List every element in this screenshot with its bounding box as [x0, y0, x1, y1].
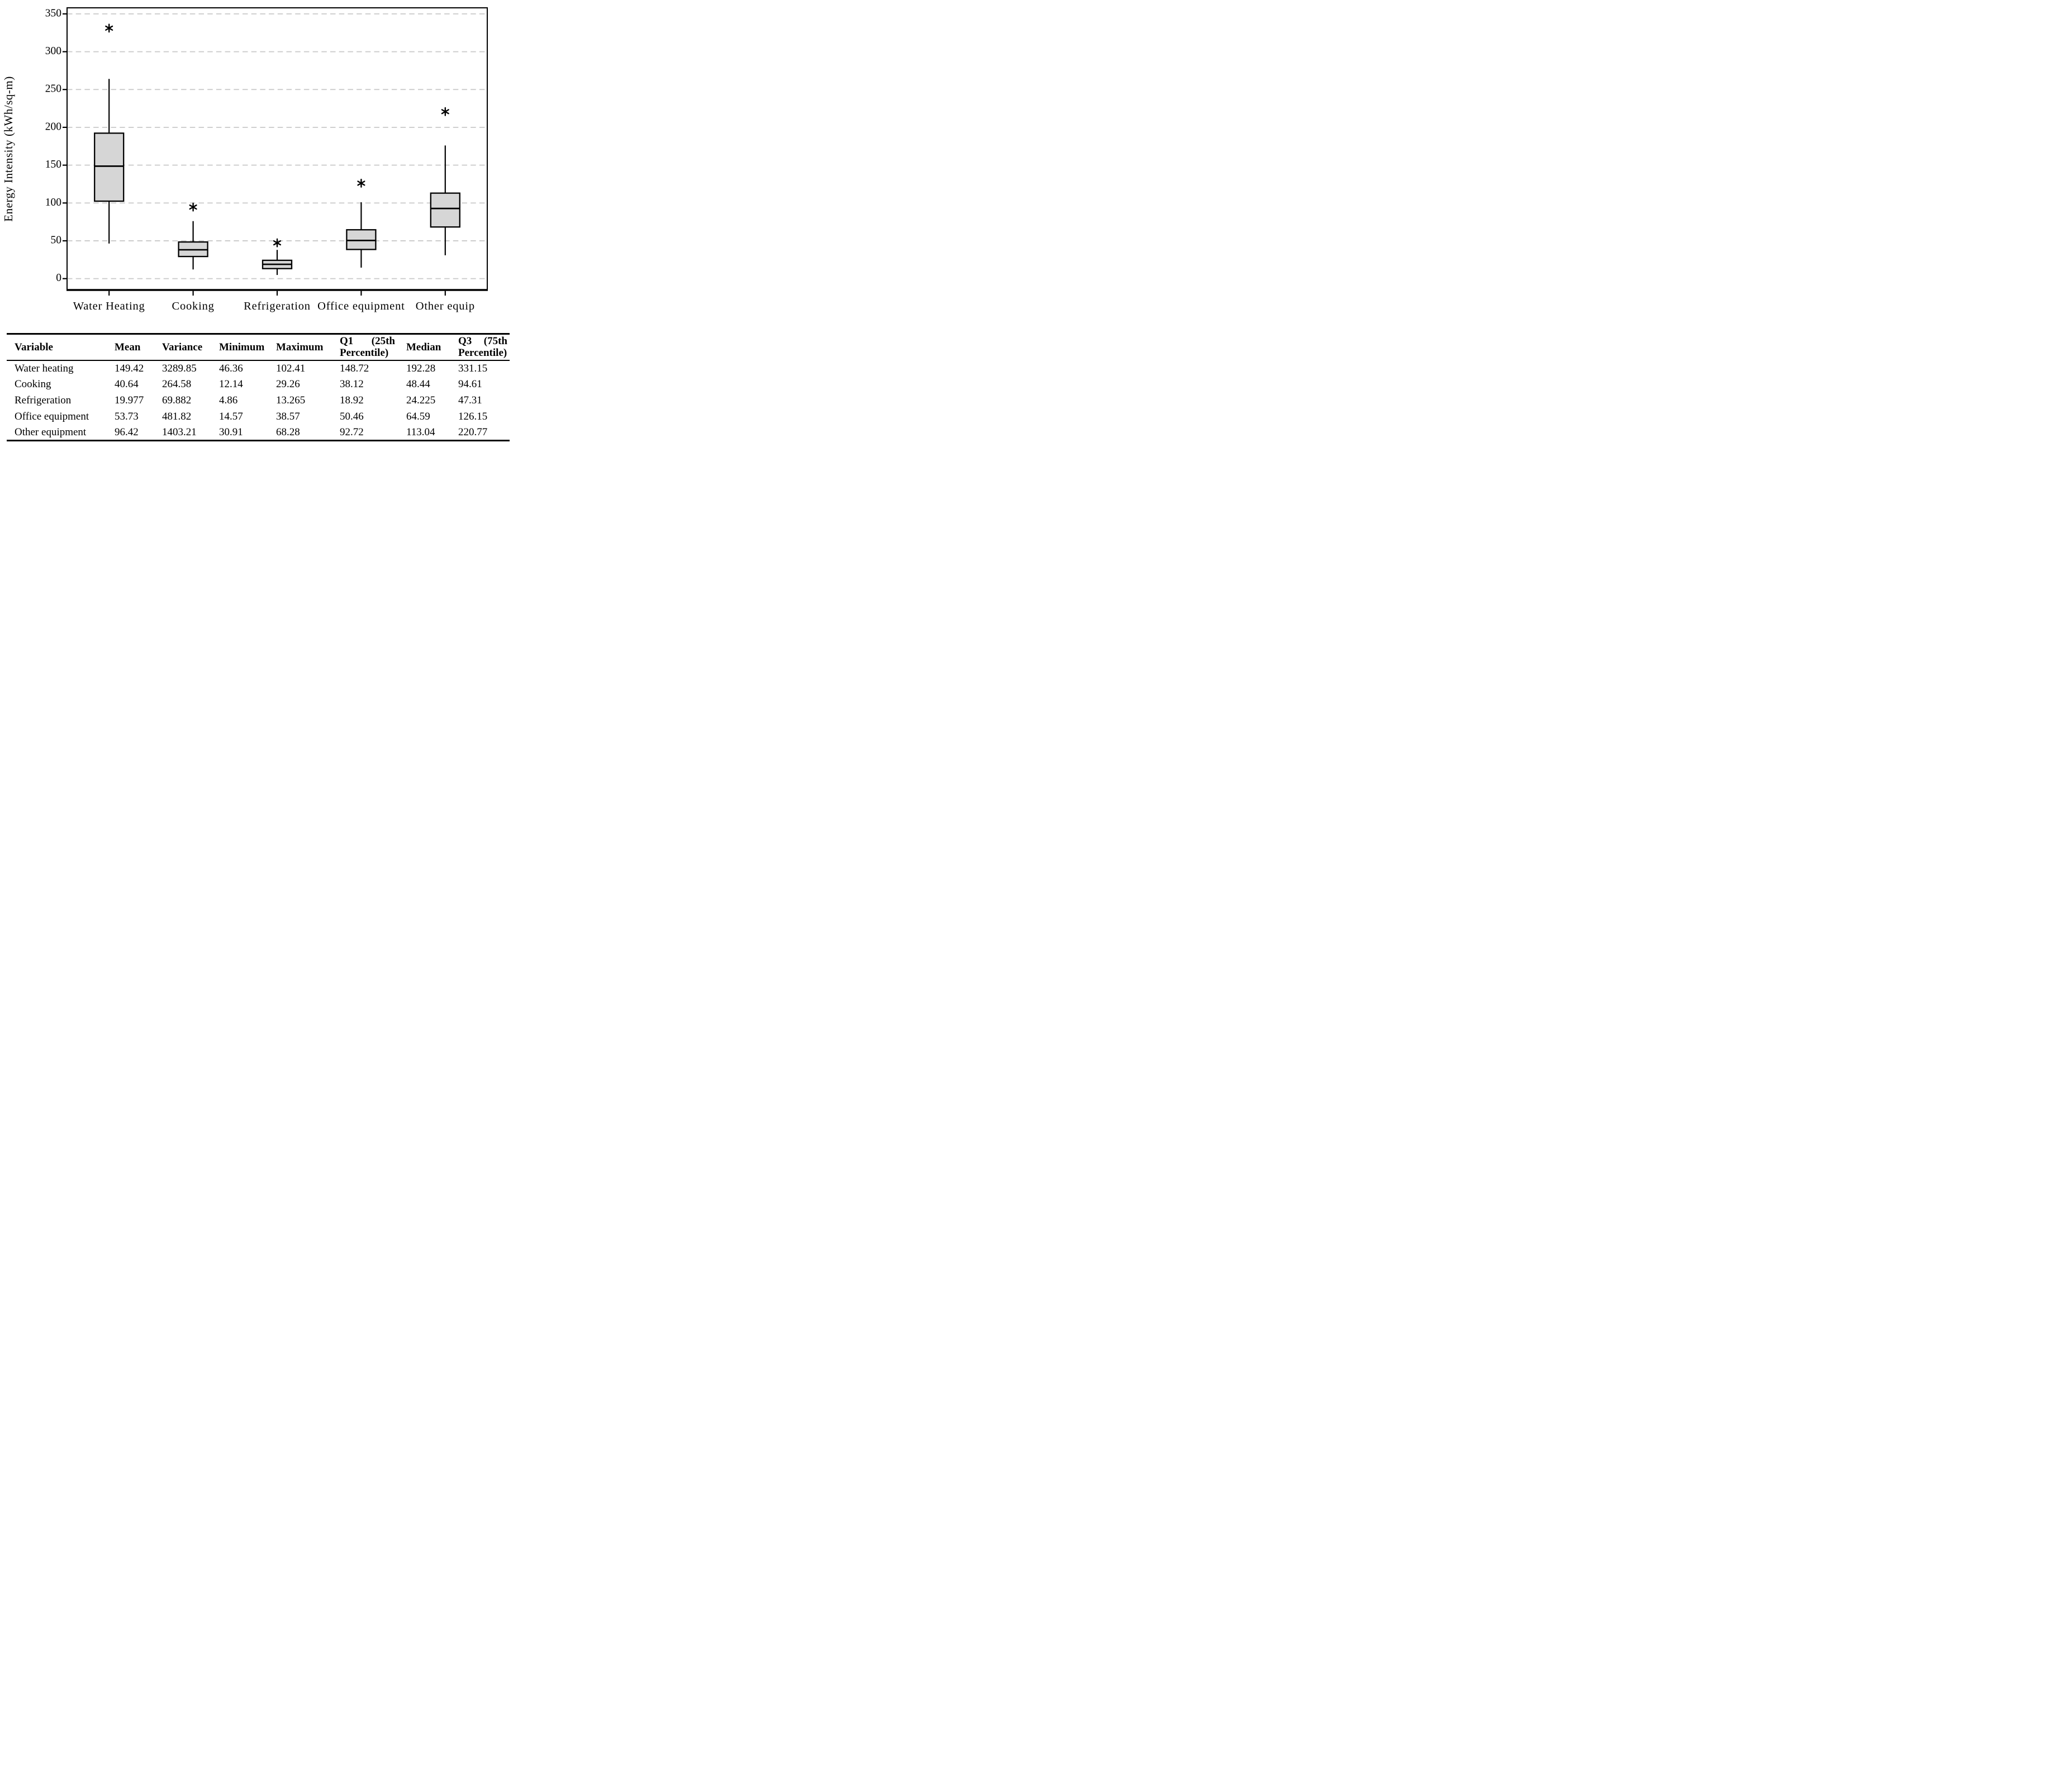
- col-header-variance: Variance: [162, 341, 203, 353]
- box: [346, 229, 377, 250]
- q1-label: Q1: [340, 335, 354, 347]
- cell: 126.15: [458, 410, 488, 422]
- cell: 68.28: [276, 426, 300, 438]
- cell: 149.42: [115, 362, 144, 374]
- table-row: Office equipment 53.73 481.82 14.57 38.5…: [7, 408, 510, 425]
- y-axis-title: Energy Intensity (kWh/sq-m): [2, 76, 15, 221]
- row-label: Office equipment: [15, 410, 89, 422]
- cell: 30.91: [219, 426, 243, 438]
- box: [430, 192, 460, 228]
- cell: 48.44: [406, 378, 430, 391]
- outlier-asterisk: [189, 202, 197, 212]
- cell: 47.31: [458, 394, 482, 406]
- cell: 113.04: [406, 426, 435, 438]
- asterisk-stroke: [273, 240, 282, 246]
- box: [94, 132, 125, 202]
- q3-label: Q3: [458, 335, 472, 347]
- cell: 13.265: [276, 394, 306, 406]
- x-category-label: Refrigeration: [244, 300, 311, 312]
- stats-table-header: Variable Mean Variance Minimum Maximum Q…: [7, 334, 510, 360]
- cell: 148.72: [340, 362, 369, 374]
- cell: 3289.85: [162, 362, 197, 374]
- table-row: Refrigeration 19.977 69.882 4.86 13.265 …: [7, 392, 510, 408]
- plot-frame: [66, 7, 488, 291]
- cell: 69.882: [162, 394, 192, 406]
- x-category-label: Other equip: [416, 300, 475, 312]
- y-tick-label: 200: [45, 121, 61, 132]
- cell: 19.977: [115, 394, 144, 406]
- col-header-minimum: Minimum: [219, 341, 265, 353]
- q1-percentile-open: (25th: [371, 335, 395, 347]
- cell: 12.14: [219, 378, 243, 391]
- cell: 18.92: [340, 394, 364, 406]
- table-row: Other equipment 96.42 1403.21 30.91 68.2…: [7, 425, 510, 441]
- cell: 94.61: [458, 378, 482, 391]
- cell: 1403.21: [162, 426, 197, 438]
- cell: 29.26: [276, 378, 300, 391]
- cell: 24.225: [406, 394, 436, 406]
- stats-table: Variable Mean Variance Minimum Maximum Q…: [7, 333, 510, 441]
- cell: 53.73: [115, 410, 139, 422]
- outlier-asterisk: [357, 178, 365, 188]
- asterisk-stroke: [189, 204, 197, 210]
- asterisk-stroke: [441, 109, 449, 115]
- cell: 102.41: [276, 362, 306, 374]
- cell: 64.59: [406, 410, 430, 422]
- row-label: Other equipment: [15, 426, 87, 438]
- row-label: Refrigeration: [15, 394, 72, 406]
- y-tick-label: 150: [45, 159, 61, 170]
- cell: 481.82: [162, 410, 192, 422]
- col-header-maximum: Maximum: [276, 341, 324, 353]
- cell: 50.46: [340, 410, 364, 422]
- table-row: Cooking 40.64 264.58 12.14 29.26 38.12 4…: [7, 376, 510, 392]
- cell: 46.36: [219, 362, 243, 374]
- y-tick-label: 250: [45, 83, 61, 95]
- cell: 4.86: [219, 394, 238, 406]
- outlier-asterisk: [441, 107, 449, 116]
- figure-boxplot-and-stats: 0 50 100 150 200 250 300 350 Water Heating Cookin…: [0, 0, 518, 445]
- q3-percentile-close: Percentile): [458, 347, 507, 359]
- x-category-label: Office equipment: [317, 300, 405, 312]
- table-row: Water heating 149.42 3289.85 46.36 102.4…: [7, 360, 510, 377]
- col-header-q3: Q3 (75th Percentile): [458, 334, 510, 360]
- y-tick-label: 350: [45, 7, 61, 19]
- y-tick-label: 300: [45, 45, 61, 57]
- q1-percentile-close: Percentile): [340, 347, 389, 359]
- col-header-q1: Q1 (25th Percentile): [340, 334, 406, 360]
- cell: 38.57: [276, 410, 300, 422]
- y-tick-label: 0: [56, 272, 61, 284]
- asterisk-stroke: [105, 25, 113, 31]
- x-category-label: Water Heating: [73, 300, 145, 312]
- q3-percentile-open: (75th: [483, 335, 507, 347]
- y-tick-label: 50: [51, 234, 62, 246]
- x-category-label: Cooking: [172, 300, 214, 312]
- asterisk-stroke: [357, 180, 365, 186]
- cell: 264.58: [162, 378, 192, 391]
- cell: 331.15: [458, 362, 488, 374]
- cell: 92.72: [340, 426, 364, 438]
- cell: 40.64: [115, 378, 139, 391]
- cell: 38.12: [340, 378, 364, 391]
- cell: 96.42: [115, 426, 139, 438]
- y-tick-label: 100: [45, 197, 61, 208]
- boxplot-chart: 0 50 100 150 200 250 300 350 Water Heating Cookin…: [2, 7, 488, 312]
- outlier-asterisk: [105, 23, 113, 33]
- col-header-variable: Variable: [15, 341, 53, 353]
- cell: 220.77: [458, 426, 488, 438]
- cell: 192.28: [406, 362, 436, 374]
- col-header-median: Median: [406, 341, 441, 353]
- row-label: Cooking: [15, 378, 51, 391]
- row-label: Water heating: [15, 362, 74, 374]
- col-header-mean: Mean: [115, 341, 141, 353]
- cell: 14.57: [219, 410, 243, 422]
- outlier-asterisk: [273, 238, 282, 248]
